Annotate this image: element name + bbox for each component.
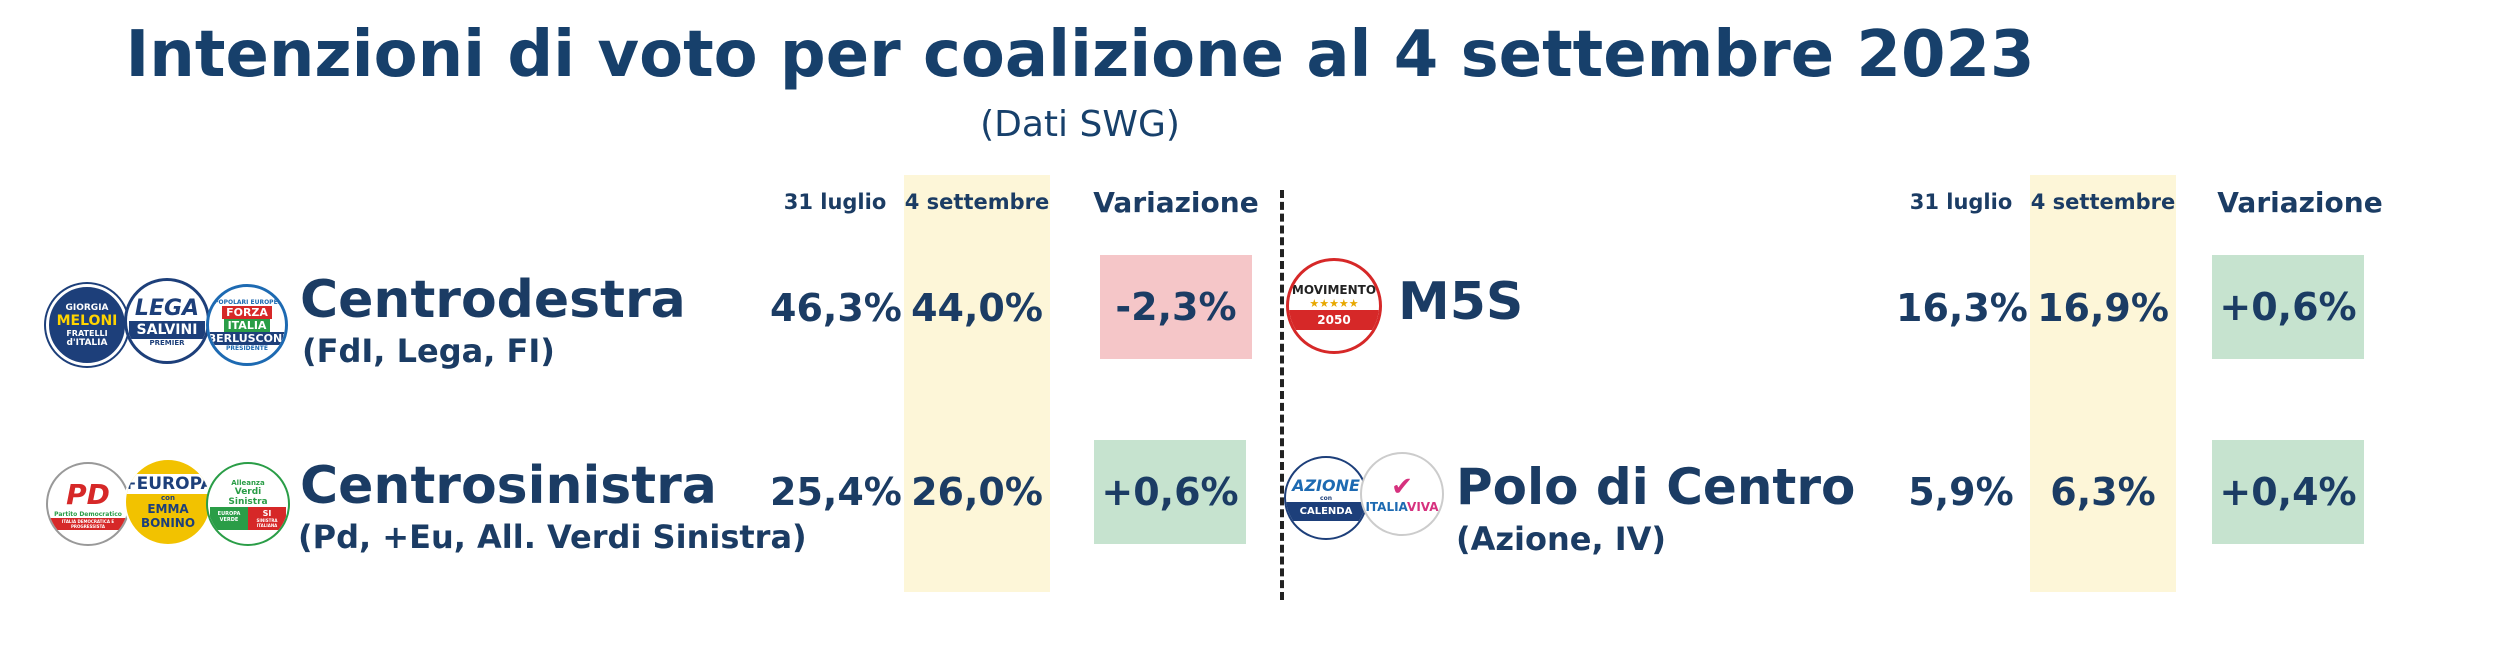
fdi-logo-icon: GIORGIA MELONI FRATELLI d'ITALIA	[46, 284, 128, 366]
change-badge-centrosinistra: +0,6%	[1094, 440, 1246, 544]
polo-di-centro-logos: AZIONE con CALENDA ✔ ITALIAVIVA	[1284, 452, 1444, 544]
value-curr-centrodestra: 44,0%	[911, 286, 1043, 330]
left-header-change: Variazione	[1093, 186, 1259, 219]
center-divider	[1280, 190, 1284, 600]
coalition-sub-polo-di-centro: (Azione, IV)	[1456, 520, 1667, 558]
azione-logo-icon: AZIONE con CALENDA	[1284, 456, 1368, 540]
m5s-logo-icon: MOVIMENTO ★★★★★ 2050	[1286, 258, 1382, 354]
value-prev-centrodestra: 46,3%	[770, 286, 902, 330]
change-badge-m5s: +0,6%	[2212, 255, 2364, 359]
coalition-name-polo-di-centro: Polo di Centro	[1456, 458, 1856, 516]
coalition-sub-centrodestra: (FdI, Lega, FI)	[302, 332, 555, 370]
lega-logo-icon: LEGA SALVINI PREMIER	[124, 278, 210, 364]
right-header-curr: 4 settembre	[2030, 190, 2176, 214]
right-header-change: Variazione	[2217, 186, 2383, 219]
left-header-curr: 4 settembre	[904, 190, 1050, 214]
pd-logo-icon: PD Partito Democratico ITALIA DEMOCRATIC…	[46, 462, 130, 546]
centrodestra-logos: GIORGIA MELONI FRATELLI d'ITALIA LEGA SA…	[46, 278, 288, 370]
change-badge-polo-di-centro: +0,4%	[2212, 440, 2364, 544]
change-badge-centrodestra: -2,3%	[1100, 255, 1252, 359]
value-curr-centrosinistra: 26,0%	[911, 470, 1043, 514]
avs-logo-icon: Alleanza Verdi Sinistra EUROPA VERDE SI …	[206, 462, 290, 546]
piu-europa-logo-icon: +EUROPA con EMMA BONINO	[124, 458, 212, 546]
coalition-name-m5s: M5S	[1398, 272, 1524, 332]
coalition-name-centrodestra: Centrodestra	[300, 270, 686, 330]
value-curr-polo-di-centro: 6,3%	[2050, 470, 2156, 514]
right-current-column-highlight	[2030, 175, 2176, 592]
chart-subtitle: (Dati SWG)	[980, 104, 1180, 145]
right-header-prev: 31 luglio	[1909, 190, 2013, 214]
coalition-sub-centrosinistra: (Pd, +Eu, All. Verdi Sinistra)	[298, 518, 807, 556]
left-header-prev: 31 luglio	[783, 190, 887, 214]
value-prev-polo-di-centro: 5,9%	[1908, 470, 2014, 514]
coalition-name-centrosinistra: Centrosinistra	[300, 456, 717, 516]
chart-title: Intenzioni di voto per coalizione al 4 s…	[125, 18, 2035, 92]
italia-viva-logo-icon: ✔ ITALIAVIVA	[1360, 452, 1444, 536]
centrosinistra-logos: PD Partito Democratico ITALIA DEMOCRATIC…	[46, 458, 290, 550]
value-prev-m5s: 16,3%	[1896, 286, 2028, 330]
value-prev-centrosinistra: 25,4%	[770, 470, 902, 514]
fi-logo-icon: POPOLARI EUROPEI FORZA ITALIA BERLUSCONI…	[206, 284, 288, 366]
value-curr-m5s: 16,9%	[2037, 286, 2169, 330]
left-current-column-highlight	[904, 175, 1050, 592]
